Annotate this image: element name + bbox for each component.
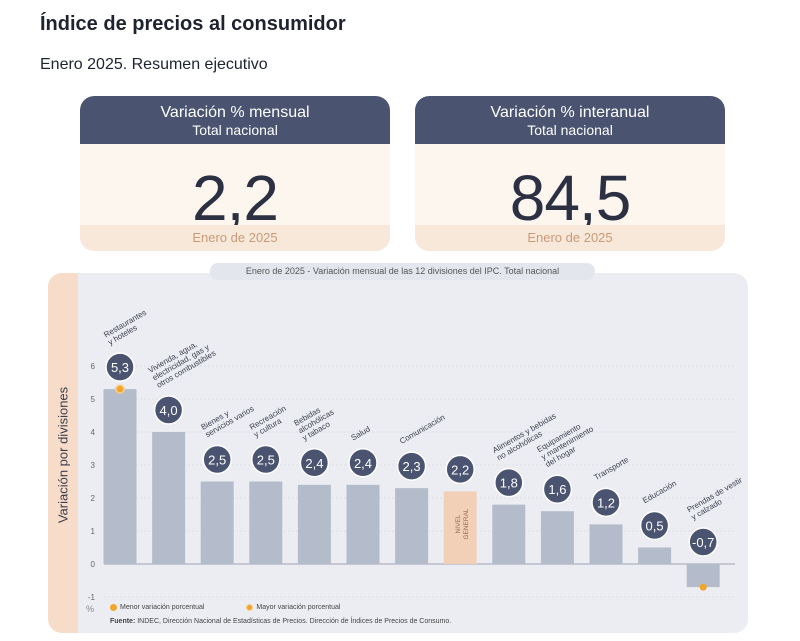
value-label: 2,4 — [305, 456, 323, 471]
value-bubble — [299, 448, 330, 478]
category-label: Salud — [350, 425, 372, 443]
category-label: Comunicación — [398, 413, 446, 446]
category-label: Bienes yservicios varios — [199, 397, 255, 439]
value-label: -0,7 — [692, 535, 714, 550]
value-label: 1,2 — [597, 495, 615, 510]
value-bubble — [202, 444, 232, 475]
y-tick-label: 4 — [91, 428, 96, 437]
value-label: 1,8 — [500, 476, 518, 491]
page-title: Índice de precios al consumidor — [40, 13, 346, 35]
bar-3 — [200, 481, 234, 564]
bar-7 — [395, 488, 429, 564]
yearly-card-header: Variación % interanual Total nacional — [415, 96, 725, 144]
category-label: Restaurantesy hoteles — [102, 308, 152, 347]
category-label: Recreacióny cultura — [248, 404, 292, 439]
yearly-card-period: Enero de 2025 — [415, 225, 725, 251]
value-label: 0,5 — [646, 519, 664, 534]
category-label: Bebidasalcohólicasy tabaco — [292, 400, 339, 442]
y-tick-label: 1 — [91, 527, 96, 536]
chart-caption: Enero de 2025 - Variación mensual de las… — [210, 263, 595, 280]
y-tick-label: 5 — [91, 395, 96, 404]
value-bubble — [639, 510, 670, 541]
yearly-card-scope: Total nacional — [527, 122, 613, 138]
monthly-card-scope: Total nacional — [192, 122, 278, 138]
bar-11 — [589, 524, 623, 564]
value-bubble — [591, 487, 621, 518]
y-tick-label: -1 — [88, 593, 96, 602]
bar-9 — [492, 504, 526, 564]
y-tick-label: 3 — [91, 461, 96, 470]
page-subtitle: Enero 2025. Resumen ejecutivo — [40, 56, 268, 73]
value-bubble — [251, 444, 281, 475]
bar-8 — [443, 491, 477, 564]
min-variation-dot-icon — [110, 604, 117, 611]
yearly-variation-card: Variación % interanual Total nacional 84… — [415, 96, 725, 251]
category-label: Transporte — [593, 455, 631, 482]
bar-6 — [346, 484, 380, 564]
source-note: Fuente: INDEC, Dirección Nacional de Est… — [110, 618, 451, 625]
value-bubble — [348, 448, 378, 478]
chart-legend: Menor variación porcentual Mayor variaci… — [110, 604, 340, 611]
yearly-card-title: Variación % interanual — [490, 104, 650, 121]
value-bubble — [688, 527, 718, 557]
yearly-card-value: 84,5 — [509, 162, 632, 234]
source-label: Fuente: — [110, 618, 136, 625]
percent-unit-label: % — [86, 604, 95, 614]
max-variation-dot-icon — [246, 604, 254, 611]
bar-4 — [249, 481, 283, 564]
bar-10 — [540, 511, 574, 564]
value-bubble — [445, 454, 475, 485]
value-label: 5,3 — [111, 360, 129, 375]
monthly-card-period: Enero de 2025 — [80, 225, 390, 251]
y-tick-label: 0 — [91, 560, 96, 569]
monthly-variation-card: Variación % mensual Total nacional 2,2 E… — [80, 96, 390, 251]
category-label: NIVELGENERAL — [455, 508, 470, 539]
value-bubble — [396, 451, 427, 481]
min-variation-marker — [699, 583, 707, 591]
monthly-card-title: Variación % mensual — [160, 104, 310, 121]
source-text: INDEC, Dirección Nacional de Estadística… — [137, 618, 452, 625]
value-bubble — [105, 352, 135, 382]
value-label: 2,5 — [208, 453, 226, 468]
category-label: Prendas de vestiry calzado — [685, 475, 748, 521]
value-label: 4,0 — [160, 403, 178, 418]
monthly-card-value: 2,2 — [192, 162, 279, 234]
bar-5 — [297, 484, 331, 564]
monthly-card-header: Variación % mensual Total nacional — [80, 96, 390, 144]
category-label: Vivienda, agua,electricidad, gas yotros … — [147, 334, 218, 390]
legend-max-label: Mayor variación porcentual — [256, 604, 341, 611]
value-label: 2,4 — [354, 456, 372, 471]
chart-side-band — [48, 273, 78, 633]
bar-12 — [638, 547, 672, 564]
bar-1 — [103, 389, 137, 564]
value-label: 2,5 — [257, 453, 275, 468]
max-variation-marker — [115, 384, 125, 394]
value-label: 2,2 — [451, 462, 469, 477]
y-tick-label: 6 — [91, 362, 96, 371]
value-bubble — [542, 474, 573, 504]
value-label: 2,3 — [403, 459, 421, 474]
bar-2 — [152, 432, 186, 564]
y-tick-label: 2 — [91, 494, 96, 503]
category-label: Educación — [641, 479, 678, 505]
bar-13 — [686, 564, 720, 588]
legend-min-label: Menor variación porcentual — [120, 604, 205, 611]
value-bubble — [494, 467, 524, 498]
value-label: 1,6 — [548, 482, 566, 497]
value-bubble — [153, 395, 184, 425]
